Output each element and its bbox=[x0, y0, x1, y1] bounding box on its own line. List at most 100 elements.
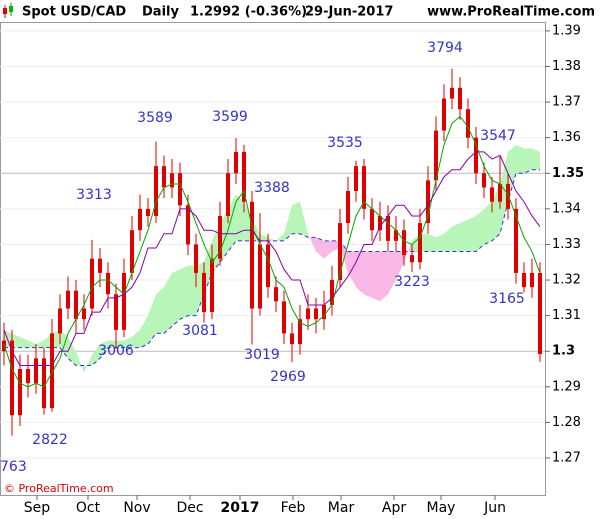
cloud-segment bbox=[20, 336, 28, 348]
cloud-segment bbox=[404, 240, 412, 263]
quote: 1.2992 (-0.36%) bbox=[190, 5, 307, 20]
candle-body bbox=[330, 280, 334, 305]
cloud-segment bbox=[468, 215, 476, 252]
period: Daily bbox=[142, 5, 179, 20]
cloud-segment bbox=[300, 201, 308, 238]
cloud-segment bbox=[436, 233, 444, 252]
candle-body bbox=[18, 369, 22, 416]
cloud-segment bbox=[324, 240, 332, 259]
y-tick-label: 1.29 bbox=[552, 379, 581, 394]
y-tick-label: 1.33 bbox=[552, 237, 581, 252]
cloud-segment bbox=[68, 336, 76, 366]
cloud-segment bbox=[532, 148, 540, 170]
cloud-segment bbox=[100, 340, 108, 359]
y-tick-label: 1.37 bbox=[552, 95, 581, 110]
cloud-segment bbox=[356, 251, 364, 295]
candle-body bbox=[170, 173, 174, 188]
x-tick-label: Nov bbox=[123, 500, 150, 516]
annotation: 3388 bbox=[254, 180, 290, 196]
y-tick-label: 1.34 bbox=[552, 201, 581, 216]
candle-body bbox=[506, 183, 510, 209]
candle-body bbox=[530, 272, 534, 288]
cloud-segment bbox=[180, 265, 188, 320]
x-tick-label: Jun bbox=[483, 500, 506, 516]
candle-body bbox=[178, 173, 182, 206]
tenkan-line bbox=[3, 115, 541, 388]
candle-body bbox=[322, 304, 326, 320]
cloud-segment bbox=[172, 269, 180, 327]
candle-body bbox=[2, 340, 6, 352]
candle-body bbox=[58, 308, 62, 334]
candle-body bbox=[266, 244, 270, 288]
candle-body bbox=[114, 294, 118, 330]
cloud-segment bbox=[316, 237, 324, 259]
candle-body bbox=[458, 87, 462, 110]
candle-body bbox=[370, 208, 374, 231]
x-tick-label: Feb bbox=[281, 500, 306, 516]
footer: © ProRealTime.com bbox=[4, 482, 114, 495]
candle-body bbox=[338, 223, 342, 281]
candle-body bbox=[218, 215, 222, 259]
cloud-segment bbox=[276, 233, 284, 241]
y-tick-label: 1.28 bbox=[552, 415, 581, 430]
y-tick-label: 1.38 bbox=[552, 59, 581, 74]
annotation: 2822 bbox=[32, 432, 68, 448]
y-tick-label: 1.32 bbox=[552, 273, 581, 288]
cloud-segment bbox=[388, 251, 396, 295]
x-tick-label: Apr bbox=[382, 500, 406, 516]
cloud-segment bbox=[28, 340, 36, 348]
candle-body bbox=[418, 223, 422, 263]
candle-body bbox=[26, 369, 30, 384]
plot-frame bbox=[0, 22, 546, 496]
cloud-segment bbox=[268, 237, 276, 241]
candle-body bbox=[10, 340, 14, 416]
candle-body bbox=[42, 358, 46, 409]
candle-body bbox=[98, 258, 102, 273]
x-tick-label: Oct bbox=[76, 500, 101, 516]
cloud-segment bbox=[484, 201, 492, 245]
cloud-segment bbox=[372, 251, 380, 302]
candle-body bbox=[346, 191, 350, 224]
candle-body bbox=[154, 166, 158, 216]
date: 29-Jun-2017 bbox=[305, 5, 393, 20]
candle-body bbox=[130, 230, 134, 273]
cloud-segment bbox=[284, 205, 292, 241]
candle-body bbox=[354, 166, 358, 192]
cloud-segment bbox=[92, 344, 100, 366]
candle-body bbox=[314, 308, 318, 320]
candle-body bbox=[362, 166, 366, 209]
candle-body bbox=[138, 208, 142, 231]
candle-body bbox=[258, 244, 262, 309]
x-tick-label: May bbox=[427, 500, 456, 516]
candle-body bbox=[194, 244, 198, 273]
candle-body bbox=[34, 358, 38, 384]
candle-body bbox=[82, 308, 86, 320]
annotation: 3223 bbox=[394, 274, 430, 290]
candle-body bbox=[162, 166, 166, 188]
annotation: 3547 bbox=[480, 128, 516, 144]
annotation: 3599 bbox=[212, 109, 248, 125]
candle-body bbox=[146, 208, 150, 216]
x-tick-label: Sep bbox=[24, 500, 51, 516]
candle-body bbox=[306, 308, 310, 320]
y-tick-label: 1.39 bbox=[552, 23, 581, 38]
cloud-segment bbox=[308, 233, 316, 252]
annotation: 3165 bbox=[489, 291, 525, 307]
cloud-segment bbox=[292, 201, 300, 234]
symbol: Spot USD/CAD bbox=[22, 5, 126, 20]
annotation: 3019 bbox=[244, 347, 280, 363]
candle-body bbox=[226, 173, 230, 216]
cloud-segment bbox=[260, 233, 268, 241]
candle-body bbox=[386, 215, 390, 241]
cloud-segment bbox=[108, 340, 116, 348]
kijun-line bbox=[3, 151, 541, 366]
cloud-segment bbox=[500, 151, 508, 234]
cloud-segment bbox=[148, 294, 156, 345]
cloud-segment bbox=[188, 265, 196, 316]
cloud-segment bbox=[396, 251, 404, 281]
candle-body bbox=[250, 201, 254, 309]
x-tick-label: 2017 bbox=[221, 500, 260, 516]
cloud-segment bbox=[364, 251, 372, 298]
cloud-segment bbox=[476, 208, 484, 252]
cloud-segment bbox=[460, 219, 468, 252]
